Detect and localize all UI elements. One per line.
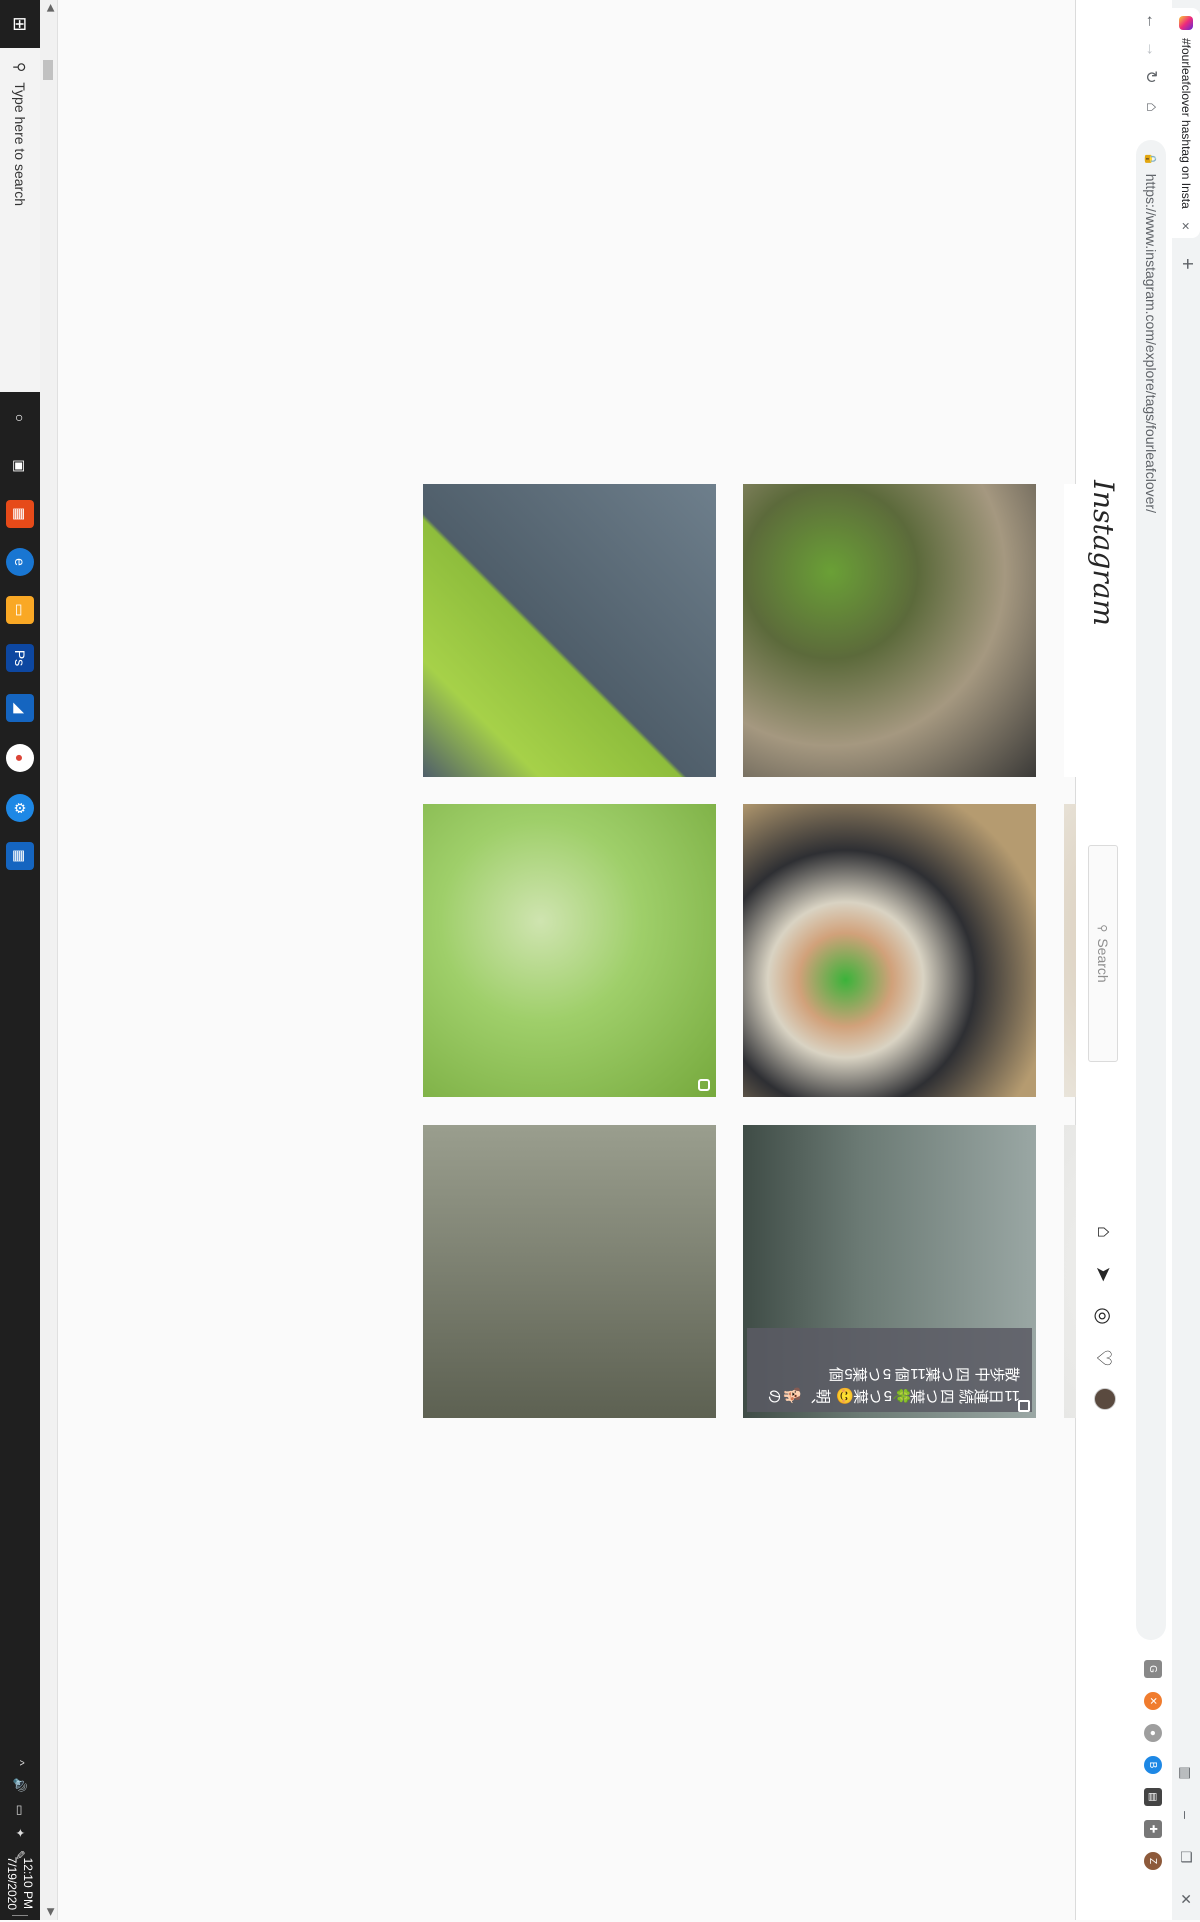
photoshop-icon[interactable]: Ps (6, 644, 34, 672)
chrome-icon[interactable]: ● (6, 744, 34, 772)
post-tile[interactable] (423, 804, 716, 1097)
post-tile[interactable] (1064, 484, 1076, 777)
instagram-favicon-icon (1179, 16, 1193, 30)
control-panel-icon[interactable]: ▦ (6, 842, 34, 870)
file-explorer-icon[interactable]: ▭ (6, 596, 34, 624)
window-controls: ▥ – ❐ ✕ (1172, 1752, 1200, 1920)
clock-date: 7/19/2020 (5, 1856, 19, 1910)
home-icon[interactable]: ⌂ (1093, 1225, 1116, 1239)
instagram-header: Instagram ⚲ Search ⌂ ➤ ◎ ♡ (1075, 0, 1130, 1920)
search-icon: ⚲ (12, 62, 29, 73)
search-placeholder: Search (1095, 938, 1111, 983)
instagram-nav-icons: ⌂ ➤ ◎ ♡ (1092, 1220, 1116, 1410)
lock-icon: 🔒 (1144, 152, 1157, 166)
post-tile[interactable] (743, 484, 1036, 777)
browser-tab[interactable]: #fourleafclover hashtag on Insta × (1172, 8, 1200, 238)
taskbar-clock[interactable]: 12:10 PM 7/19/2020 (4, 1857, 36, 1910)
forward-arrow-icon[interactable]: → (1143, 41, 1160, 57)
extensions-puzzle-icon[interactable]: ✚ (1144, 1820, 1162, 1838)
extension-circle-icon[interactable]: ● (1144, 1724, 1162, 1742)
browser-tab-bar: #fourleafclover hashtag on Insta × + ▥ –… (1129, 0, 1200, 1920)
instagram-search-input[interactable]: ⚲ Search (1088, 845, 1118, 1062)
address-bar[interactable]: 🔒 https://www.instagram.com/explore/tags… (1136, 140, 1166, 1640)
post-grid: 11日連続 四つ葉🍀5つ葉😊 朝、🐕の散歩中 四つ葉11個 5つ葉5個 (40, 0, 1076, 1920)
browser-toolbar: ← → ↻ ⌂ 🔒 https://www.instagram.com/expl… (1129, 0, 1172, 1920)
avatar[interactable] (1094, 1388, 1116, 1410)
app-icon[interactable]: ◢ (6, 694, 34, 722)
video-icon (698, 1079, 710, 1091)
extension-x-icon[interactable]: ✕ (1144, 1692, 1162, 1710)
back-arrow-icon[interactable]: ← (1143, 13, 1160, 29)
tab-close-icon[interactable]: × (1178, 221, 1194, 230)
taskbar-search-placeholder: Type here to search (12, 82, 28, 207)
store-icon[interactable]: ▦ (6, 500, 34, 528)
dropbox-icon[interactable]: ✦ (13, 1827, 27, 1838)
extension-g-icon[interactable]: G (1144, 1660, 1162, 1678)
system-tray: ^ 🔊 ▭ ✦ ✎ (0, 1760, 40, 1860)
post-tile[interactable] (743, 804, 1036, 1097)
horizontal-scrollbar[interactable]: ◀ ▶ (39, 0, 58, 1920)
show-desktop-button[interactable] (12, 1915, 28, 1922)
profile-avatar-icon[interactable]: Z (1144, 1852, 1162, 1870)
clock-time: 12:10 PM (21, 1857, 35, 1909)
scrollbar-thumb[interactable] (43, 60, 53, 80)
scroll-right-icon[interactable]: ▶ (45, 1908, 56, 1916)
home-icon[interactable]: ⌂ (1143, 102, 1160, 112)
restore-button[interactable]: ❐ (1178, 1850, 1194, 1864)
post-tile[interactable] (423, 484, 716, 777)
windows-start-icon[interactable]: ⊞ (10, 16, 31, 32)
network-icon[interactable]: ▭ (13, 1804, 27, 1816)
new-tab-button[interactable]: + (1176, 258, 1198, 270)
direct-message-icon[interactable]: ➤ (1092, 1265, 1115, 1283)
taskbar-search-box[interactable]: ⚲ Type here to search (0, 48, 40, 392)
post-tile[interactable] (1064, 804, 1076, 1097)
settings-gear-icon[interactable]: ⚙ (6, 794, 34, 822)
activity-heart-icon[interactable]: ♡ (1092, 1349, 1115, 1367)
explore-compass-icon[interactable]: ◎ (1092, 1307, 1115, 1325)
post-caption: 11日連続 四つ葉🍀5つ葉😊 朝、🐕の散歩中 四つ葉11個 5つ葉5個 (747, 1328, 1032, 1412)
post-tile[interactable]: 11日連続 四つ葉🍀5つ葉😊 朝、🐕の散歩中 四つ葉11個 5つ葉5個 (743, 1125, 1036, 1418)
scroll-left-icon[interactable]: ◀ (45, 4, 56, 12)
tab-title: #fourleafclover hashtag on Insta (1179, 38, 1193, 209)
cortana-icon[interactable]: ○ (12, 413, 28, 423)
minimize-button[interactable]: – (1178, 1811, 1194, 1819)
window-layout-icon[interactable]: ▥ (1178, 1766, 1194, 1780)
reload-icon[interactable]: ↻ (1142, 70, 1159, 84)
post-tile[interactable] (423, 1125, 716, 1418)
show-hidden-icons[interactable]: ^ (13, 1759, 27, 1766)
volume-icon[interactable]: 🔊 (13, 1777, 27, 1793)
extension-chart-icon[interactable]: ▤ (1144, 1788, 1162, 1806)
close-window-button[interactable]: ✕ (1178, 1893, 1194, 1905)
task-view-icon[interactable]: ▣ (12, 459, 29, 473)
windows-taskbar: ⊞ ⚲ Type here to search ○ ▣ ▦ e ▭ Ps ◢ ●… (0, 0, 40, 1922)
extension-b-icon[interactable]: B (1144, 1756, 1162, 1774)
search-icon: ⚲ (1096, 924, 1109, 933)
instagram-logo[interactable]: Instagram (1087, 480, 1120, 626)
post-tile[interactable] (1064, 1125, 1076, 1418)
edge-icon[interactable]: e (6, 548, 34, 576)
carousel-icon (1018, 1400, 1030, 1412)
url-text: https://www.instagram.com/explore/tags/f… (1143, 173, 1159, 513)
